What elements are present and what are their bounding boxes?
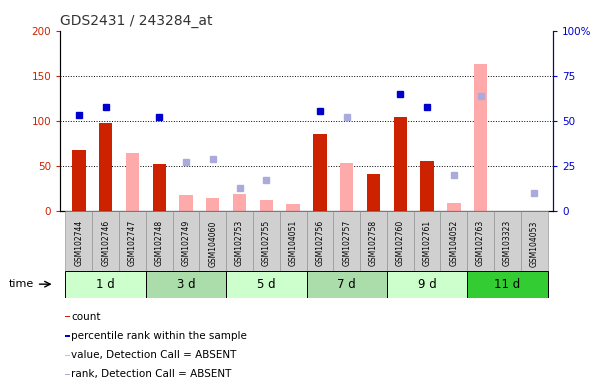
FancyBboxPatch shape: [65, 335, 70, 337]
Text: 11 d: 11 d: [494, 278, 520, 291]
FancyBboxPatch shape: [360, 211, 387, 271]
FancyBboxPatch shape: [521, 211, 548, 271]
Text: time: time: [9, 279, 34, 289]
FancyBboxPatch shape: [65, 354, 70, 356]
FancyBboxPatch shape: [200, 211, 226, 271]
Text: GSM102749: GSM102749: [182, 220, 191, 266]
Bar: [447, 203, 460, 211]
FancyBboxPatch shape: [253, 211, 279, 271]
FancyBboxPatch shape: [387, 271, 467, 298]
Text: GSM102758: GSM102758: [369, 220, 378, 266]
Bar: [474, 64, 487, 211]
Bar: [367, 174, 380, 211]
Bar: [153, 164, 166, 211]
Bar: [206, 198, 219, 211]
Text: count: count: [72, 312, 101, 322]
Text: GDS2431 / 243284_at: GDS2431 / 243284_at: [60, 14, 213, 28]
Text: GSM102757: GSM102757: [342, 220, 351, 266]
FancyBboxPatch shape: [441, 211, 467, 271]
FancyBboxPatch shape: [65, 374, 70, 375]
Bar: [340, 163, 353, 211]
Text: 3 d: 3 d: [177, 278, 195, 291]
FancyBboxPatch shape: [65, 316, 70, 318]
Text: 7 d: 7 d: [337, 278, 356, 291]
FancyBboxPatch shape: [66, 211, 92, 271]
FancyBboxPatch shape: [146, 211, 172, 271]
Bar: [287, 204, 300, 211]
Text: GSM104052: GSM104052: [450, 220, 459, 266]
Bar: [313, 134, 326, 211]
Text: GSM103323: GSM103323: [503, 220, 512, 266]
FancyBboxPatch shape: [307, 211, 334, 271]
Text: GSM102748: GSM102748: [154, 220, 163, 266]
FancyBboxPatch shape: [172, 211, 200, 271]
Bar: [233, 194, 246, 211]
FancyBboxPatch shape: [467, 211, 494, 271]
Text: GSM102746: GSM102746: [101, 220, 110, 266]
FancyBboxPatch shape: [307, 271, 387, 298]
Text: GSM104060: GSM104060: [209, 220, 218, 266]
Text: rank, Detection Call = ABSENT: rank, Detection Call = ABSENT: [72, 369, 231, 379]
FancyBboxPatch shape: [467, 271, 548, 298]
Text: GSM102761: GSM102761: [423, 220, 432, 266]
Text: GSM104051: GSM104051: [288, 220, 297, 266]
Text: GSM102763: GSM102763: [476, 220, 485, 266]
FancyBboxPatch shape: [66, 271, 146, 298]
Bar: [99, 123, 112, 211]
Bar: [179, 195, 193, 211]
FancyBboxPatch shape: [334, 211, 360, 271]
Text: GSM102756: GSM102756: [316, 220, 325, 266]
Text: GSM104053: GSM104053: [529, 220, 538, 266]
FancyBboxPatch shape: [119, 211, 146, 271]
FancyBboxPatch shape: [92, 211, 119, 271]
Text: percentile rank within the sample: percentile rank within the sample: [72, 331, 247, 341]
FancyBboxPatch shape: [226, 211, 253, 271]
FancyBboxPatch shape: [413, 211, 441, 271]
Bar: [420, 161, 434, 211]
Text: 9 d: 9 d: [418, 278, 436, 291]
Text: 1 d: 1 d: [96, 278, 115, 291]
Bar: [72, 150, 85, 211]
FancyBboxPatch shape: [146, 271, 226, 298]
FancyBboxPatch shape: [279, 211, 307, 271]
Text: value, Detection Call = ABSENT: value, Detection Call = ABSENT: [72, 350, 237, 360]
Text: GSM102753: GSM102753: [235, 220, 244, 266]
FancyBboxPatch shape: [387, 211, 413, 271]
Text: 5 d: 5 d: [257, 278, 276, 291]
Bar: [126, 152, 139, 211]
FancyBboxPatch shape: [226, 271, 307, 298]
FancyBboxPatch shape: [494, 211, 521, 271]
Text: GSM102744: GSM102744: [75, 220, 84, 266]
Text: GSM102747: GSM102747: [128, 220, 137, 266]
Bar: [394, 118, 407, 211]
Bar: [260, 200, 273, 211]
Text: GSM102760: GSM102760: [395, 220, 404, 266]
Text: GSM102755: GSM102755: [262, 220, 271, 266]
